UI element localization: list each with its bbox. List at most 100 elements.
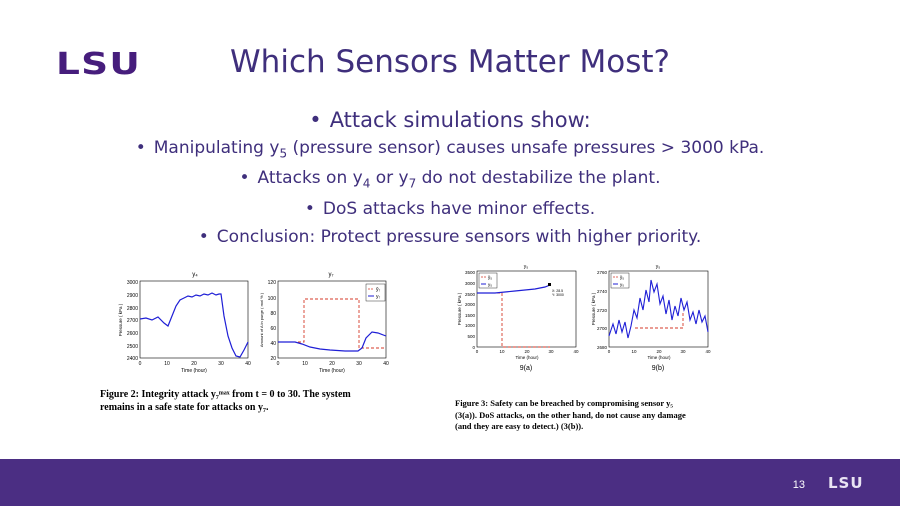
svg-text:2000: 2000 [465,302,476,307]
svg-text:80: 80 [270,311,276,317]
svg-text:30: 30 [548,349,554,354]
svg-text:1000: 1000 [465,323,476,328]
fig2-right-xticks: 0 10 20 30 40 [277,361,389,367]
fig3-label-a: 9(a) [520,365,532,372]
svg-text:30: 30 [218,361,224,367]
slide-title: Which Sensors Matter Most? [230,44,670,80]
fig3-left-legend-item-1: y₅ [488,282,492,287]
page-number: 13 [792,479,805,491]
figure-2-plots: y₄ 3000 2900 2800 2700 2600 2500 2400 0 … [118,272,389,374]
fig3-right-xticks: 0 10 20 30 40 [608,349,711,354]
fig2-left-yticks: 3000 2900 2800 2700 2600 2500 2400 [127,280,138,362]
fig3-left-legend-item-0: ỹ₅ [488,275,492,280]
fig3-right-title: y₅ [656,264,661,270]
svg-text:10: 10 [499,349,505,354]
svg-text:500: 500 [467,334,475,339]
fig2-legend [365,283,386,302]
fig3-caption-line1: Figure 3: Safety can be breached by comp… [455,398,673,408]
fig3-left-attack [477,292,550,348]
svg-text:3000: 3000 [127,280,138,286]
svg-text:2740: 2740 [597,289,608,294]
svg-text:3500: 3500 [465,270,476,275]
svg-text:20: 20 [329,361,335,367]
fig3-caption-line3: (and they are easy to detect.) (3(b)). [455,421,584,431]
svg-text:10: 10 [631,349,637,354]
fig2-left-series [139,292,249,358]
svg-text:20: 20 [524,349,530,354]
svg-text:40: 40 [245,361,251,367]
lsu-logo: LSU [56,47,142,82]
svg-text:60: 60 [270,326,276,332]
footer-bar: 13 LSU [0,459,900,506]
fig3-right-ylabel: Pressure ( kPa ) [591,292,596,325]
fig3-right-legend-item-0: ỹ₅ [620,275,624,280]
fig3-right-attack [635,312,684,329]
fig2-right-series [278,331,387,352]
bullet-main: • Attack simulations show: [309,108,591,132]
fig2-caption-line2: remains in a safe state for attacks on y… [100,402,269,413]
fig3-right-legend-item-1: y₅ [620,282,624,287]
svg-text:20: 20 [656,349,662,354]
fig2-caption-line1: Figure 2: Integrity attack y₇ᵐᵃˣ from t … [100,389,351,400]
footer-lsu-logo: LSU [828,474,864,492]
fig2-right-xlabel: Time (hour) [319,368,345,374]
fig3-left-marker [548,283,551,286]
svg-text:10: 10 [164,361,170,367]
svg-text:40: 40 [705,349,711,354]
fig2-legend-item-1: y₇ [376,294,381,300]
svg-text:2500: 2500 [465,292,476,297]
fig3-right-xlabel: Time (hour) [647,355,671,360]
svg-text:0: 0 [139,361,142,367]
svg-text:120: 120 [268,280,277,286]
svg-text:2400: 2400 [127,356,138,362]
svg-text:2900: 2900 [127,293,138,299]
fig3-right-yticks: 2760 2740 2720 2700 2680 [597,270,608,350]
figure-3-plots: y₅ 3500 3000 2500 2000 1500 1000 500 0 0… [457,264,711,372]
fig3-left-xticks: 0 10 20 30 40 [476,349,579,354]
fig3-marker-label-x: X: 28.5 [552,289,563,293]
svg-text:2800: 2800 [127,306,138,312]
svg-text:0: 0 [608,349,611,354]
fig2-left-ylabel: Pressure ( kPa ) [118,303,123,336]
fig2-right-title: y₇ [328,272,333,278]
bullet-dos: • DoS attacks have minor effects. [304,198,596,219]
bullet-y4-y7: • Attacks on y4 or y7 do not destabilize … [239,168,661,191]
fig3-right-series [608,279,709,339]
figure-3-caption: Figure 3: Safety can be breached by comp… [455,398,755,433]
svg-text:100: 100 [268,296,277,302]
svg-text:2700: 2700 [597,326,608,331]
fig2-right-yticks: 120 100 80 60 40 20 [268,280,277,362]
figure-3: y₅ 3500 3000 2500 2000 1500 1000 500 0 0… [455,262,725,374]
bullet-list: • Attack simulations show: • Manipulating … [0,108,900,255]
svg-text:40: 40 [573,349,579,354]
svg-text:3000: 3000 [465,281,476,286]
svg-text:2700: 2700 [127,318,138,324]
svg-text:0: 0 [277,361,280,367]
svg-text:20: 20 [191,361,197,367]
svg-text:1500: 1500 [465,313,476,318]
fig2-left-xlabel: Time (hour) [181,368,207,374]
fig3-caption-line2: (3(a)). DoS attacks, on the other hand, … [455,409,686,420]
bullet-y5: • Manipulating y5 (pressure sensor) cause… [135,138,765,161]
svg-text:40: 40 [270,341,276,347]
bullet-conclusion: • Conclusion: Protect pressure sensors wi… [198,226,702,247]
fig3-left-xlabel: Time (hour) [515,355,539,360]
fig3-left-title: y₅ [524,264,529,270]
figure-2: y₄ 3000 2900 2800 2700 2600 2500 2400 0 … [110,268,400,378]
svg-text:2600: 2600 [127,331,138,337]
fig2-right-attack [278,298,386,349]
svg-text:2680: 2680 [597,345,608,350]
svg-text:30: 30 [680,349,686,354]
fig3-left-series [477,284,551,294]
svg-text:2760: 2760 [597,270,608,275]
svg-text:20: 20 [270,356,276,362]
svg-text:40: 40 [383,361,389,367]
svg-text:2500: 2500 [127,344,138,350]
fig2-left-title: y₄ [192,272,198,278]
fig3-marker-label-y: Y: 3000 [552,293,564,297]
fig2-legend-item-0: ỹ₇ [376,287,381,293]
svg-text:0: 0 [472,345,475,350]
fig3-left-yticks: 3500 3000 2500 2000 1500 1000 500 0 [465,270,476,350]
fig2-right-ylabel: Amount of A in purge ( mol % ) [259,292,264,347]
svg-text:30: 30 [356,361,362,367]
